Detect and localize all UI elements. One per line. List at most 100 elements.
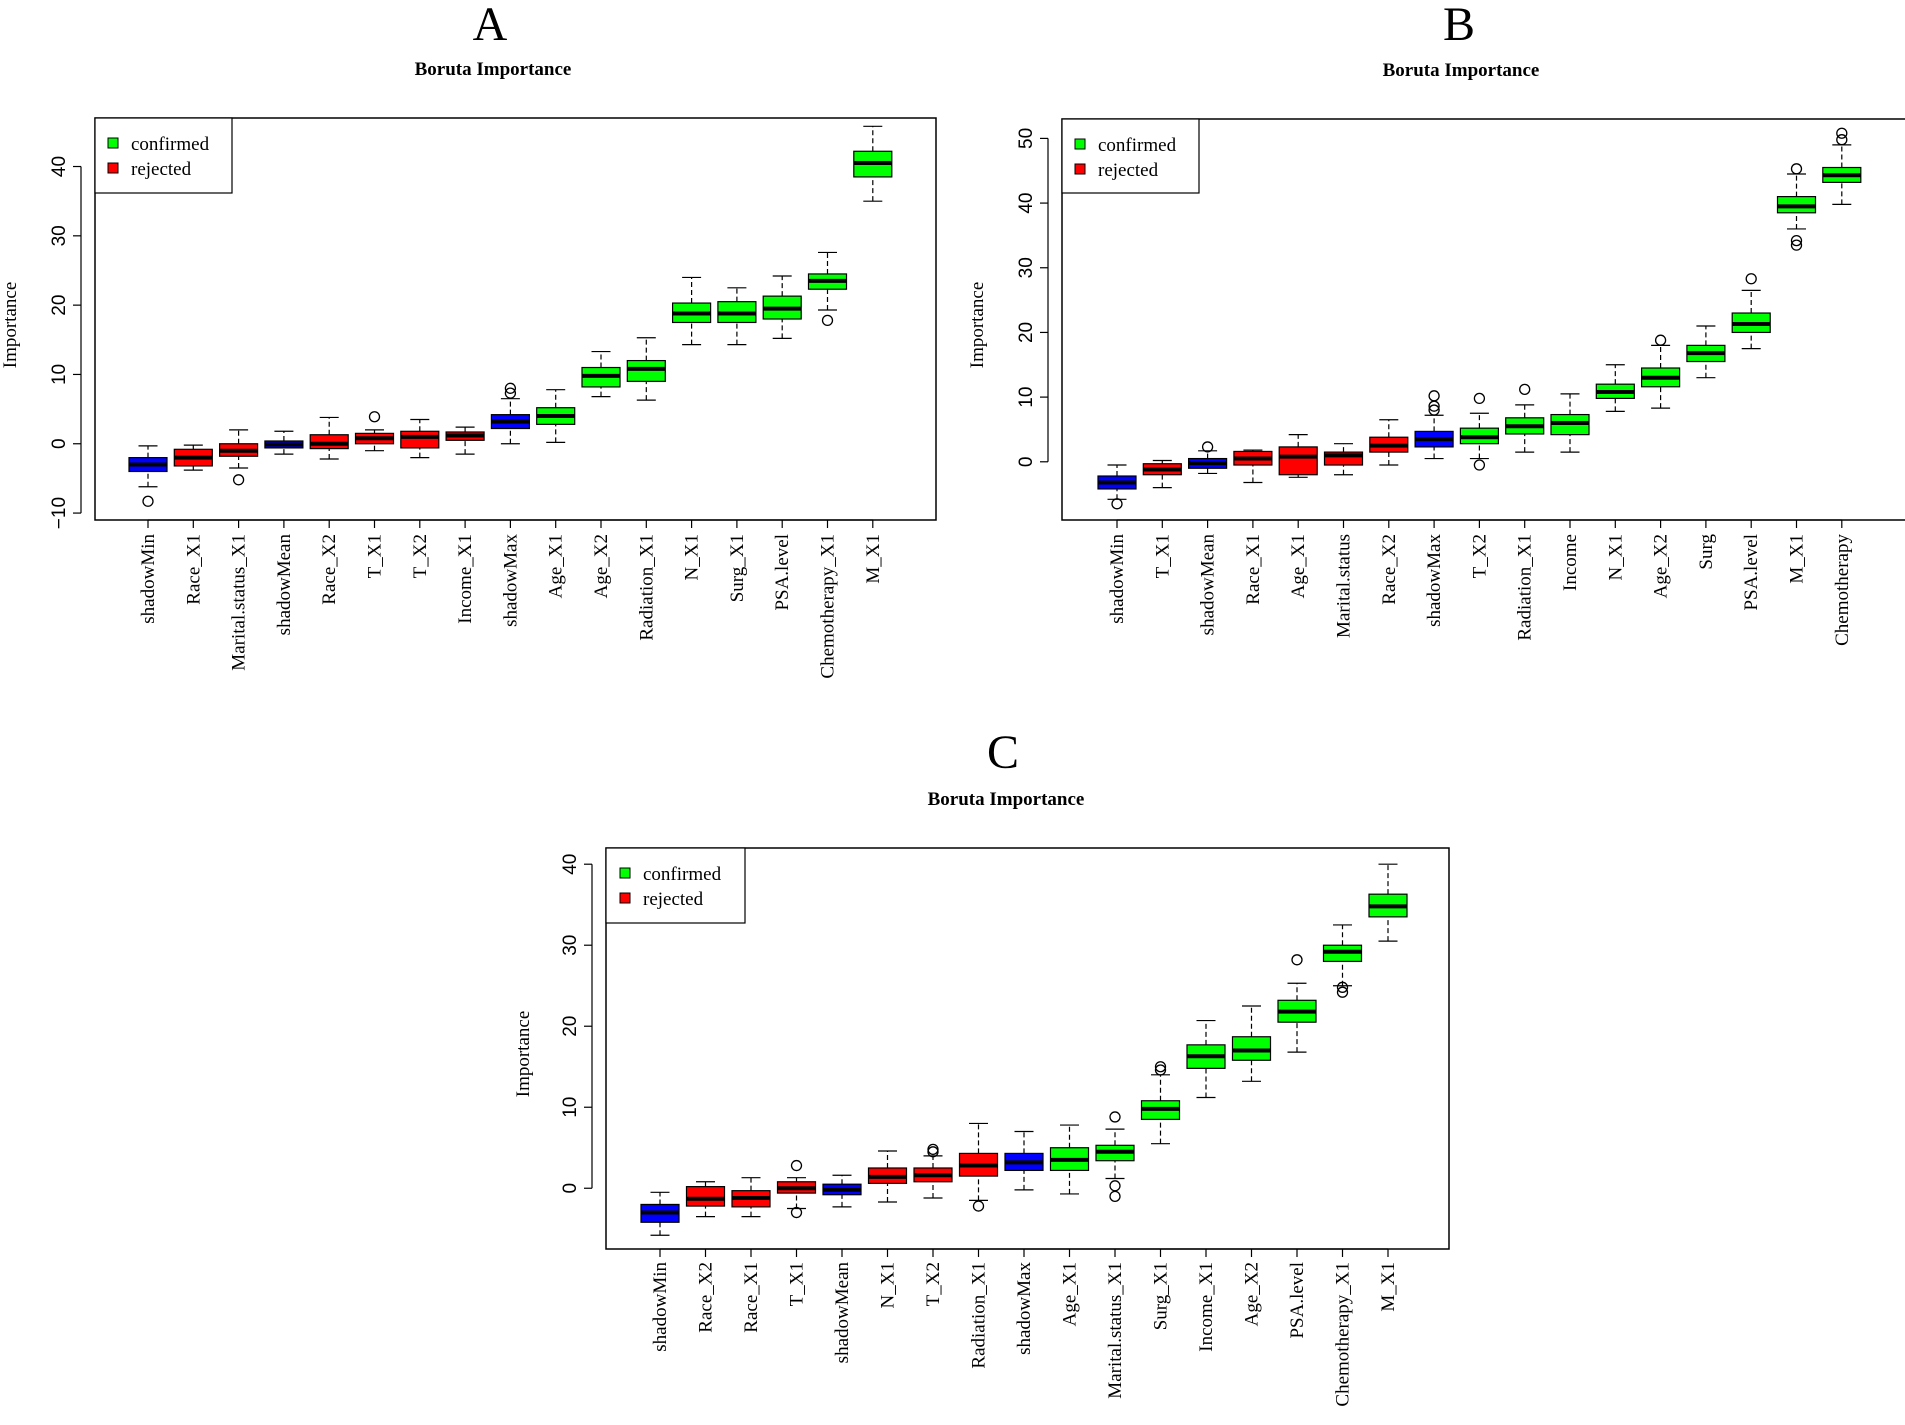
box-age-x2 (1231, 1005, 1272, 1082)
y-tick-label: 20 (560, 1016, 581, 1037)
box-marital-status (1323, 443, 1364, 476)
x-tick-label: Age_X2 (1651, 534, 1672, 598)
box-chemotherapy-x1 (807, 251, 848, 327)
legend-label-rejected: rejected (131, 159, 192, 180)
outlier-point (1473, 392, 1486, 405)
box-age-x2 (1640, 334, 1681, 409)
x-tick-label: T_X2 (410, 534, 431, 578)
box-radiation-x1 (1505, 383, 1545, 453)
x-tick-label: T_X1 (787, 1262, 808, 1306)
y-axis: 0 10 20 30 40 50 (1016, 128, 1049, 467)
outlier-point (1109, 1190, 1121, 1202)
outlier-point (1790, 163, 1803, 175)
box-iqr (685, 1186, 726, 1207)
outlier-point (972, 1200, 985, 1212)
panel-letter: A (473, 0, 508, 51)
box-t-x2 (1459, 392, 1500, 471)
legend-swatch-rejected (107, 162, 119, 174)
outlier-point (1836, 134, 1848, 146)
box-shadowmin (128, 445, 168, 507)
box-age-x2 (581, 350, 621, 398)
box-age-x1 (1049, 1124, 1090, 1195)
box-iqr (400, 430, 440, 449)
x-tick-label: Age_X2 (1242, 1262, 1263, 1326)
x-tick-label: shadowMean (1198, 534, 1219, 636)
box-shadowmean (264, 430, 304, 455)
x-tick-label: M_X1 (1378, 1262, 1399, 1312)
x-tick-label: Surg (1696, 534, 1717, 570)
x-tick-label: Surg_X1 (727, 534, 748, 602)
outlier-point (1428, 404, 1440, 416)
x-tick-label: Race_X1 (741, 1262, 762, 1333)
outlier-point (927, 1143, 939, 1156)
x-axis-category-labels: shadowMin Race_X2 Race_X1 T_X1 shadowMean N_X… (650, 1248, 1399, 1407)
x-tick-label: PSA.level (1741, 534, 1762, 611)
box-shadowmin (640, 1191, 680, 1236)
chart-title: Boruta Importance (1383, 60, 1540, 81)
outlier-point (1336, 986, 1349, 998)
x-tick-label: Race_X2 (1379, 534, 1400, 605)
box-surg-x1 (1140, 1061, 1181, 1145)
box-marital-status-x1 (219, 429, 259, 486)
box-race-x1 (731, 1177, 771, 1218)
x-tick-label: T_X2 (1469, 534, 1490, 578)
y-tick-label: 0 (49, 438, 70, 449)
panel-letter: C (987, 726, 1019, 779)
chart-title: Boruta Importance (928, 789, 1085, 810)
outlier-point (1201, 441, 1214, 453)
x-tick-label: Income (1560, 534, 1581, 591)
outlier-point (821, 314, 834, 327)
x-tick-label: N_X1 (1605, 534, 1626, 580)
outlier-point (790, 1206, 803, 1219)
box-shadowmin (1097, 464, 1137, 510)
outlier-point (368, 411, 381, 423)
x-tick-label: M_X1 (1787, 534, 1808, 584)
x-tick-label: shadowMax (1014, 1262, 1035, 1355)
x-tick-label: shadowMin (138, 534, 159, 624)
x-axis-category-labels: shadowMin Race_X1 Marital.status_X1 shadowM… (138, 519, 884, 679)
box-surg (1686, 325, 1726, 379)
y-tick-label: 30 (49, 225, 70, 246)
x-tick-label: shadowMin (650, 1262, 671, 1352)
legend-label-confirmed: confirmed (643, 864, 722, 885)
box-t-x2 (400, 418, 440, 459)
outlier-point (1336, 981, 1349, 993)
box-m-x1 (853, 125, 893, 202)
x-tick-label: N_X1 (682, 534, 703, 580)
legend-box (605, 847, 746, 924)
x-tick-label: Marital.status_X1 (1105, 1262, 1126, 1399)
legend-label-rejected: rejected (643, 889, 704, 910)
panel-a: A Boruta Importance Importance −10 0 10 20 3… (0, 0, 937, 679)
x-tick-label: Marital.status_X1 (229, 534, 250, 671)
box-marital-status-x1 (1095, 1111, 1135, 1202)
outlier-point (1428, 390, 1440, 402)
chart-title: Boruta Importance (415, 59, 572, 80)
outlier-point (232, 474, 245, 486)
y-tick-label: 10 (1016, 387, 1037, 408)
box-iqr (1231, 1036, 1272, 1061)
box-m-x1 (1776, 163, 1817, 251)
x-tick-label: Chemotherapy (1832, 534, 1853, 646)
outlier-point (1154, 1061, 1167, 1073)
outlier-point (1109, 1111, 1121, 1123)
y-tick-label: 10 (49, 364, 70, 385)
box-n-x1 (867, 1150, 908, 1203)
x-tick-label: Radiation_X1 (969, 1262, 990, 1369)
outlier-point (1473, 459, 1486, 471)
box-age-x1 (536, 389, 576, 443)
x-tick-label: PSA.level (772, 534, 793, 611)
x-tick-label: Age_X1 (1288, 534, 1309, 598)
outlier-point (1790, 234, 1803, 247)
box-chemotherapy-x1 (1322, 924, 1363, 998)
box-psa-level (1731, 273, 1771, 350)
outlier-point (1519, 383, 1531, 396)
x-tick-label: M_X1 (863, 534, 884, 584)
box-age-x1 (1278, 434, 1318, 478)
x-tick-label: Age_X1 (1060, 1262, 1081, 1326)
y-tick-label: 30 (560, 935, 581, 956)
outlier-point (142, 495, 154, 507)
x-tick-label: Age_X2 (591, 534, 612, 598)
legend-label-confirmed: confirmed (131, 134, 210, 155)
x-tick-label: Surg_X1 (1151, 1262, 1172, 1330)
